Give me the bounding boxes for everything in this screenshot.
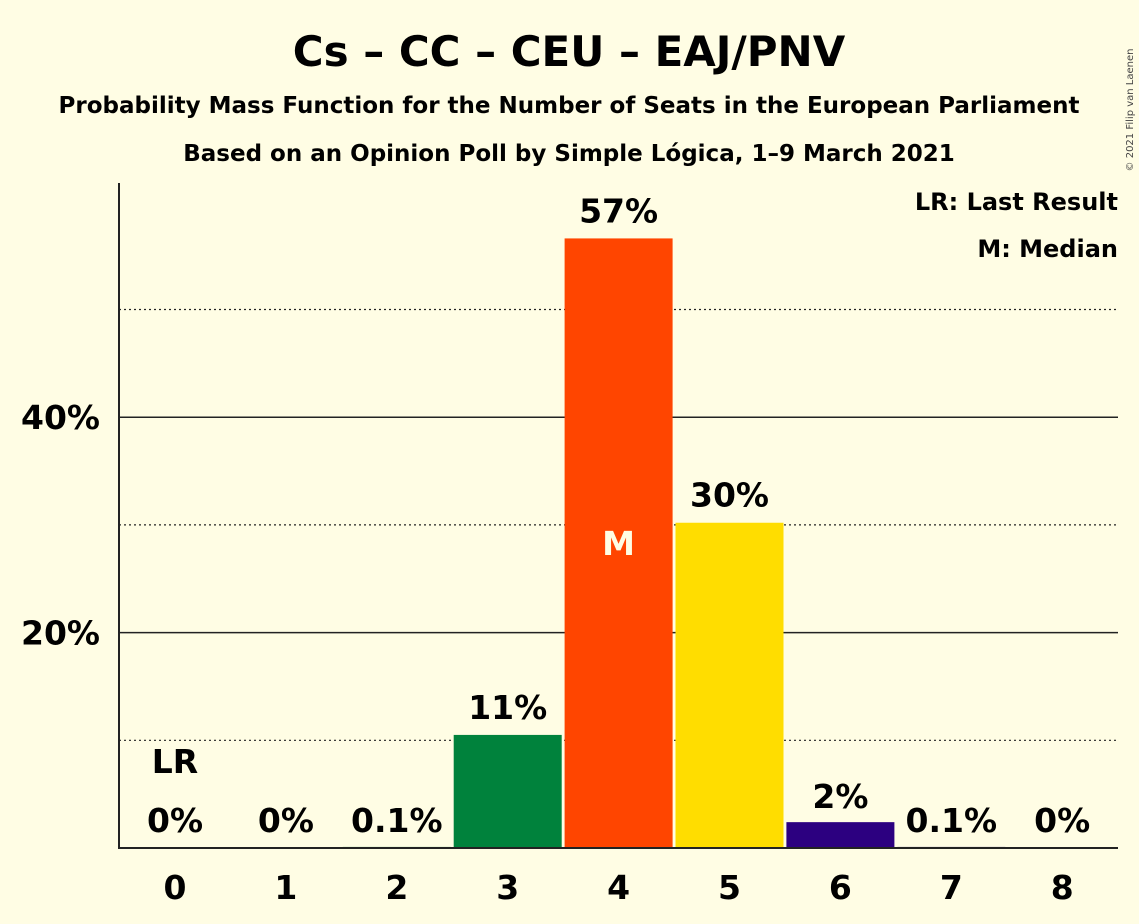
data-label: 0.1% — [906, 801, 998, 840]
bar — [564, 238, 673, 849]
chart-subtitle: Probability Mass Function for the Number… — [59, 93, 1080, 119]
data-labels: 0% LR 0% 0.1% 11% 57% M 30% 2% 0.1% 0% — [147, 191, 1090, 840]
data-label: 2% — [812, 777, 868, 816]
x-tick-label: 7 — [940, 868, 963, 907]
median-marker: M — [602, 524, 635, 563]
data-label: 0% — [147, 801, 203, 840]
x-tick-label: 8 — [1051, 868, 1074, 907]
legend-median: M: Median — [977, 235, 1118, 263]
chart-title: Cs – CC – CEU – EAJ/PNV — [293, 27, 846, 76]
data-label: 11% — [468, 688, 547, 727]
x-tick-label: 1 — [274, 868, 297, 907]
data-label: 30% — [690, 476, 769, 515]
bar — [453, 734, 562, 848]
bars — [342, 238, 1006, 849]
x-tick-label: 2 — [385, 868, 408, 907]
copyright-text: © 2021 Filip van Laenen — [1125, 49, 1136, 172]
y-axis-ticks: 20% 40% — [21, 398, 100, 652]
x-tick-label: 0 — [164, 868, 187, 907]
y-tick-label: 40% — [21, 398, 100, 437]
data-label: 0% — [258, 801, 314, 840]
last-result-marker: LR — [152, 742, 198, 781]
y-tick-label: 20% — [21, 614, 100, 653]
data-label: 57% — [579, 191, 658, 230]
chart-subtitle-poll: Based on an Opinion Poll by Simple Lógic… — [183, 141, 955, 167]
x-tick-label: 5 — [718, 868, 741, 907]
x-axis-ticks: 0 1 2 3 4 5 6 7 8 — [164, 868, 1074, 907]
data-label: 0.1% — [351, 801, 443, 840]
x-tick-label: 6 — [829, 868, 852, 907]
bar — [786, 822, 895, 848]
data-label: 0% — [1034, 801, 1090, 840]
legend-last-result: LR: Last Result — [915, 188, 1118, 216]
x-tick-label: 4 — [607, 868, 630, 907]
x-tick-label: 3 — [496, 868, 519, 907]
bar — [675, 522, 784, 848]
